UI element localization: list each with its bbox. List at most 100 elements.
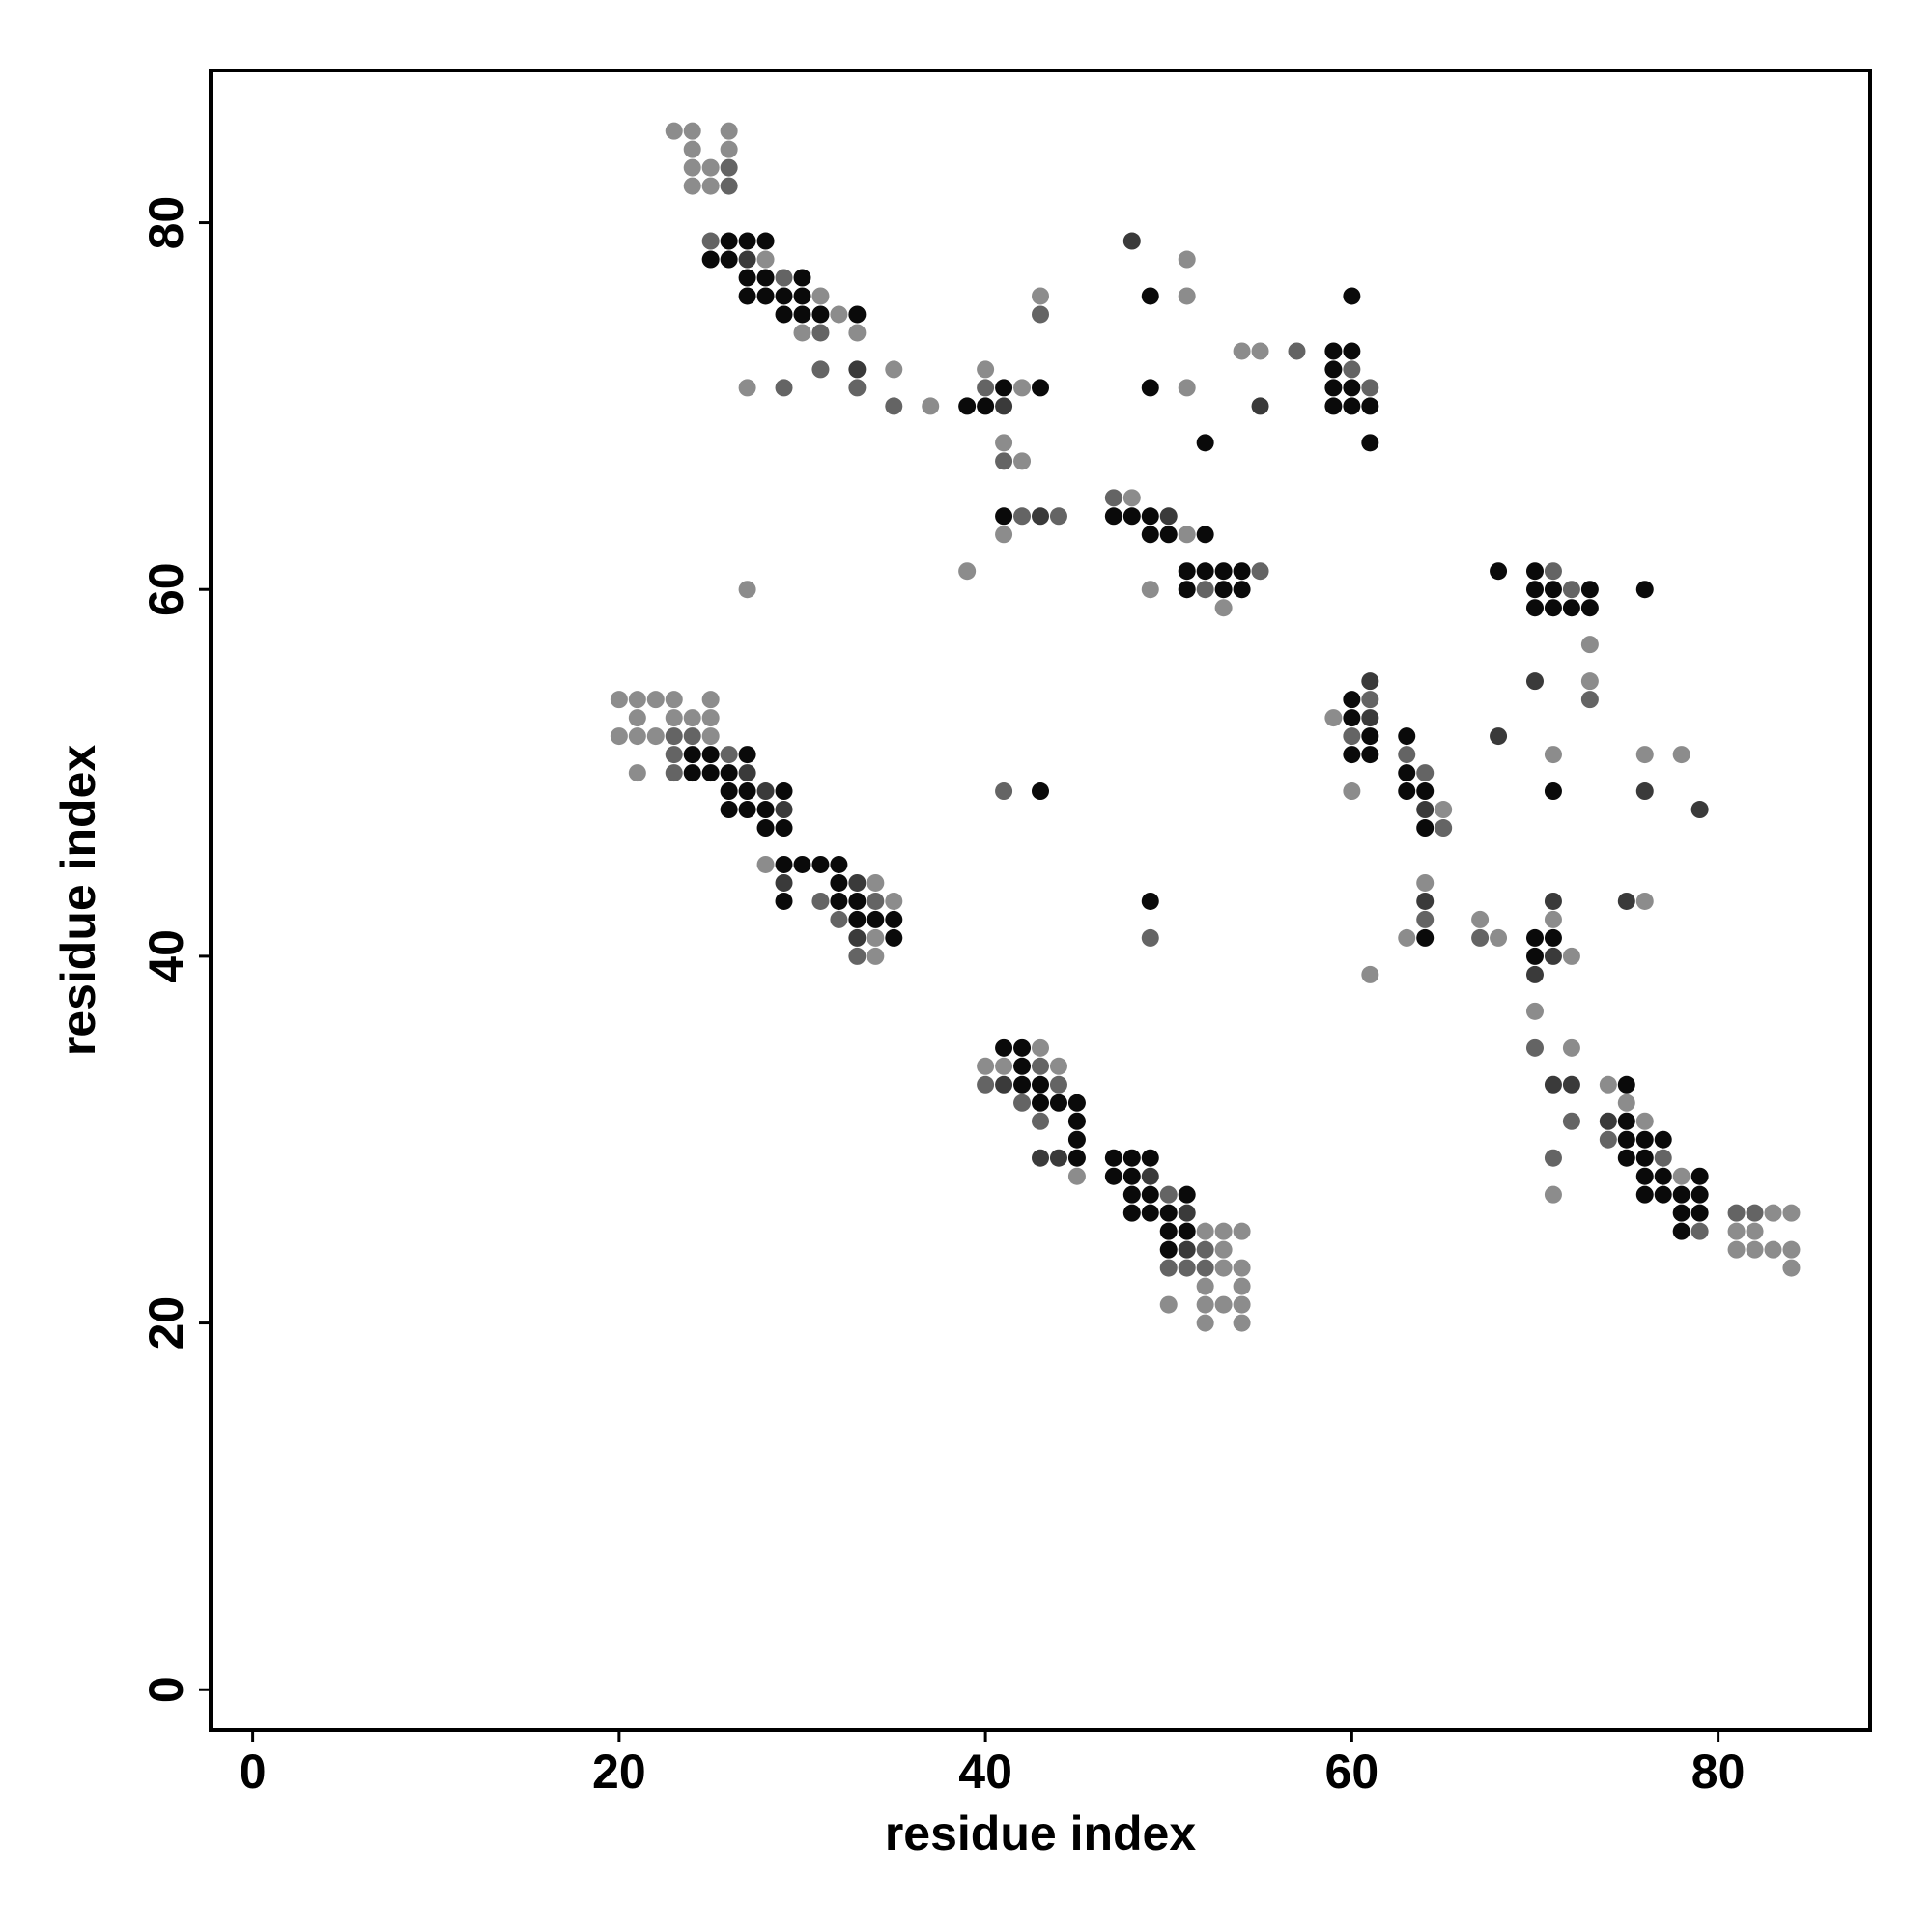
point [1727,1240,1746,1259]
point [1562,1038,1580,1057]
point [1544,928,1562,947]
point [1122,1185,1141,1204]
point [830,855,848,873]
point [1471,928,1490,947]
point [1361,397,1379,415]
point [1580,691,1599,709]
point [628,727,646,746]
y-tick-label: 40 [139,929,193,983]
point [1141,507,1159,526]
point [1067,1149,1086,1167]
point [1525,928,1544,947]
point [1343,782,1361,801]
point [720,764,738,782]
point [1032,1094,1049,1112]
point [775,819,793,838]
point [1416,892,1435,910]
point [1361,434,1379,452]
point [701,746,720,764]
point [738,746,756,764]
point [793,269,811,287]
point [665,764,683,782]
point [1141,526,1159,544]
point [1141,581,1159,599]
point [1178,1259,1196,1277]
point [720,746,738,764]
point [1672,1185,1690,1204]
point [1251,397,1269,415]
point [665,709,683,727]
point [1544,1075,1562,1094]
point [1398,928,1416,947]
point [1416,782,1435,801]
point [1032,507,1049,526]
point [775,855,793,873]
point [995,782,1013,801]
point [995,1075,1013,1094]
point [1343,360,1361,379]
point [775,269,793,287]
point [1178,379,1196,397]
point [1013,1038,1032,1057]
point [1544,562,1562,581]
point [1013,1057,1032,1075]
point [1343,342,1361,360]
point [1580,599,1599,617]
y-tick-label: 0 [139,1676,193,1703]
point [1122,1204,1141,1222]
point [1067,1130,1086,1149]
point [1654,1149,1672,1167]
point [1599,1112,1617,1130]
point [665,727,683,746]
point [1398,727,1416,746]
point [1782,1204,1801,1222]
point [1654,1185,1672,1204]
x-tick-label: 80 [1691,1745,1746,1799]
point [1672,1222,1690,1240]
point [1416,764,1435,782]
point [1214,1295,1233,1314]
point [1141,379,1159,397]
point [1416,873,1435,892]
point [665,691,683,709]
point [1196,1295,1214,1314]
point [1196,434,1214,452]
point [720,177,738,195]
point [1104,1149,1122,1167]
point [1214,562,1233,581]
point [1343,379,1361,397]
point [1178,1222,1196,1240]
point [646,727,665,746]
point [1343,287,1361,305]
point [1562,599,1580,617]
point [1032,287,1049,305]
point [1635,1167,1654,1185]
point [1617,892,1635,910]
point [1214,599,1233,617]
point [1214,1240,1233,1259]
point [756,855,775,873]
point [867,910,885,928]
point [885,360,903,379]
point [683,727,701,746]
point [756,269,775,287]
point [1067,1094,1086,1112]
point [1617,1075,1635,1094]
point [1727,1222,1746,1240]
point [1032,1112,1049,1130]
point [628,691,646,709]
point [1122,1167,1141,1185]
point [1049,1057,1067,1075]
point [811,360,830,379]
point [1746,1240,1764,1259]
point [1525,599,1544,617]
point [830,892,848,910]
point [1122,232,1141,250]
point [701,691,720,709]
point [867,947,885,965]
point [848,928,867,947]
point [1251,342,1269,360]
point [720,250,738,269]
point [1416,910,1435,928]
point [958,397,977,415]
